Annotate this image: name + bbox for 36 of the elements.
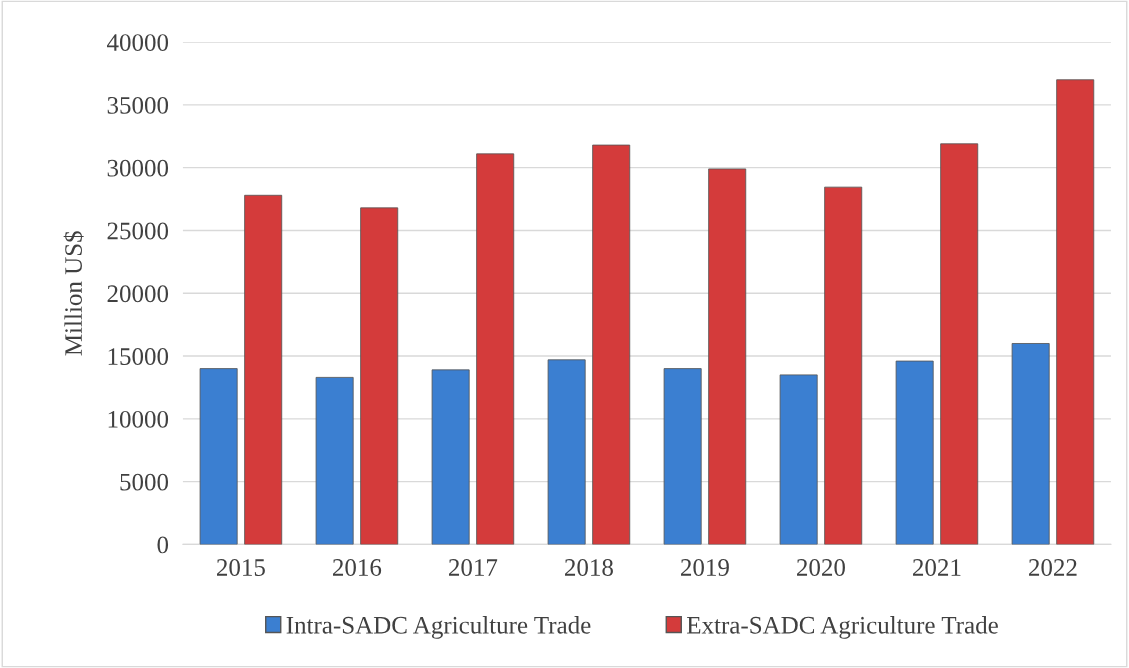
x-tick-label: 2020 (797, 559, 845, 576)
legend-label: Extra-SADC Agriculture Trade (686, 616, 998, 639)
bar (779, 374, 818, 545)
y-tick-label: 10000 (108, 410, 169, 428)
y-tick-label: 40000 (107, 34, 169, 51)
y-axis-title: Million US$ (63, 231, 84, 356)
x-tick-label: 2019 (681, 559, 729, 576)
y-tick-label: 20000 (107, 285, 169, 303)
legend-label: Intra-SADC Agriculture Trade (286, 616, 591, 639)
x-tick-label: 2022 (1029, 559, 1077, 576)
y-tick-label: 15000 (108, 348, 169, 365)
bar (360, 207, 399, 545)
bar (244, 194, 283, 545)
x-tick-label: 2016 (333, 559, 382, 576)
bar (824, 186, 863, 545)
x-tick-label: 2021 (913, 559, 961, 576)
bar (592, 144, 631, 545)
bar (199, 368, 238, 545)
bar (315, 376, 354, 545)
bar (895, 360, 934, 545)
x-tick-label: 2018 (565, 559, 613, 576)
y-tick-label: 30000 (107, 159, 169, 177)
bar (476, 153, 515, 545)
y-tick-label: 5000 (120, 473, 169, 491)
bar (708, 168, 747, 545)
y-tick-label: 0 (157, 536, 169, 554)
bar (547, 359, 586, 545)
x-tick-label: 2017 (449, 559, 498, 576)
y-tick-label: 35000 (107, 96, 169, 114)
x-tick-label: 2015 (217, 559, 265, 576)
y-tick-label: 25000 (107, 222, 169, 240)
bar (1056, 79, 1095, 545)
bar (1011, 343, 1050, 545)
bar (431, 369, 470, 545)
bar (663, 368, 702, 545)
bar (940, 143, 979, 545)
